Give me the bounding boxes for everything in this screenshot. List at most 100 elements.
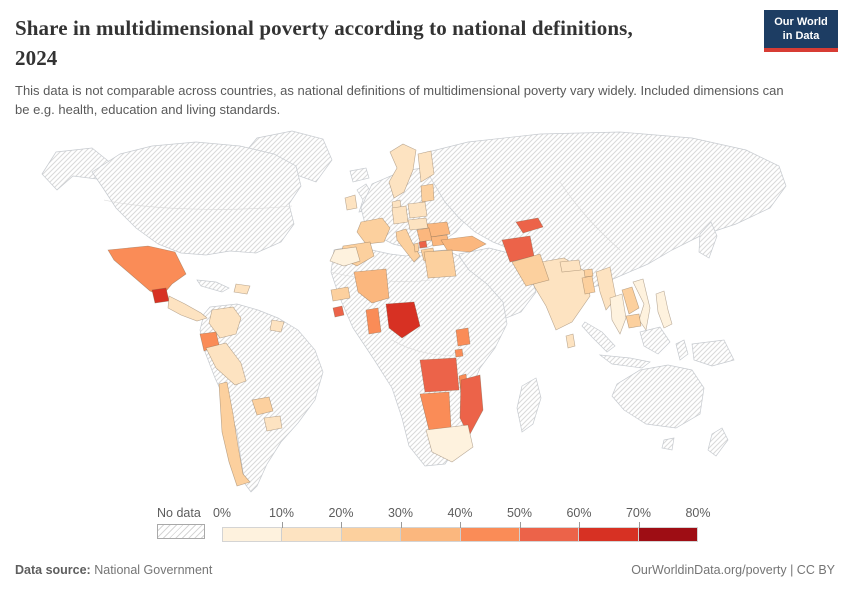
legend-color-bins[interactable] <box>222 526 698 542</box>
country-japan[interactable] <box>698 221 718 259</box>
title-line-1: Share in multidimensional poverty accord… <box>15 16 633 40</box>
country-nepal[interactable] <box>559 259 582 273</box>
data-source-value: National Government <box>94 562 213 577</box>
country-russia-asia-nodata[interactable] <box>419 131 787 293</box>
country-sri-lanka[interactable] <box>565 333 576 349</box>
country-dominican-republic[interactable] <box>233 283 251 295</box>
country-chile[interactable] <box>218 381 251 487</box>
world-map[interactable] <box>0 121 850 500</box>
chart-header: Share in multidimensional poverty accord… <box>0 0 850 120</box>
country-cambodia[interactable] <box>625 313 642 329</box>
country-colombia[interactable] <box>208 306 242 339</box>
legend-tick-mark <box>579 521 580 528</box>
country-italy[interactable] <box>395 228 421 263</box>
country-finland[interactable] <box>417 150 435 183</box>
country-new-zealand[interactable] <box>707 427 729 457</box>
country-turkey[interactable] <box>440 235 487 253</box>
legend-bin-0-10%[interactable] <box>223 527 282 541</box>
legend-tick-label: 40% <box>447 505 473 520</box>
no-data-swatch[interactable] <box>157 523 205 539</box>
country-bangladesh[interactable] <box>581 275 596 295</box>
legend-bin-30-40%[interactable] <box>400 527 460 541</box>
legend-tick-label: 20% <box>328 505 354 520</box>
legend-bin-20-30%[interactable] <box>340 527 401 541</box>
country-madagascar[interactable] <box>516 377 542 433</box>
country-central-america[interactable] <box>167 295 208 322</box>
country-senegal[interactable] <box>330 286 351 302</box>
legend-bin-60-70%[interactable] <box>578 527 638 541</box>
country-mexico[interactable] <box>107 245 187 297</box>
country-pakistan[interactable] <box>511 253 550 287</box>
data-source: Data source: National Government <box>15 563 212 577</box>
owid-logo[interactable]: Our World in Data <box>764 10 838 52</box>
country-nigeria[interactable] <box>385 301 421 339</box>
country-cuba[interactable] <box>196 279 230 293</box>
country-sumatra[interactable] <box>581 321 616 353</box>
country-kyrgyzstan[interactable] <box>515 217 544 234</box>
country-baltic-states[interactable] <box>420 183 435 203</box>
country-philippines[interactable] <box>655 290 673 329</box>
country-uganda[interactable] <box>455 327 471 347</box>
country-ireland[interactable] <box>344 194 358 211</box>
world-map-svg <box>0 121 850 500</box>
country-peru[interactable] <box>205 342 247 386</box>
country-sierra-leone[interactable] <box>332 305 345 318</box>
country-angola[interactable] <box>419 357 460 393</box>
legend-no-data[interactable]: No data <box>157 506 205 539</box>
legend-tick-label: 70% <box>625 505 652 520</box>
country-france[interactable] <box>356 217 391 245</box>
country-central-europe[interactable] <box>407 217 429 231</box>
country-australia[interactable] <box>611 364 705 429</box>
country-rwanda[interactable] <box>454 348 464 358</box>
country-mali[interactable] <box>353 268 390 304</box>
country-paraguay[interactable] <box>251 396 274 416</box>
country-thailand[interactable] <box>609 293 627 335</box>
country-sulawesi[interactable] <box>675 339 689 361</box>
legend-tick-mark <box>460 521 461 528</box>
chart-footer: Data source: National Government OurWorl… <box>0 563 850 577</box>
country-laos[interactable] <box>621 286 640 315</box>
country-south-africa[interactable] <box>425 424 474 463</box>
country-iceland[interactable] <box>349 167 370 183</box>
country-guatemala[interactable] <box>151 287 170 304</box>
country-new-guinea[interactable] <box>691 339 735 367</box>
legend-tick-label: 80% <box>685 505 711 520</box>
country-tasmania[interactable] <box>661 437 675 451</box>
country-uruguay[interactable] <box>263 415 283 432</box>
country-germany[interactable] <box>391 205 409 225</box>
country-vietnam[interactable] <box>632 278 651 331</box>
country-poland[interactable] <box>407 201 428 219</box>
chart-subtitle: This data is not comparable across count… <box>15 82 784 118</box>
country-bhutan[interactable] <box>583 268 594 278</box>
country-egypt[interactable] <box>423 249 457 279</box>
no-data-label: No data <box>157 505 201 520</box>
country-ghana[interactable] <box>365 307 382 335</box>
owid-url-license[interactable]: OurWorldinData.org/poverty | CC BY <box>631 562 835 577</box>
legend-tick-mark <box>281 521 283 528</box>
logo-line-1: Our World <box>774 16 828 28</box>
legend-tick-label: 30% <box>387 505 414 520</box>
country-norway-sweden[interactable] <box>388 143 417 199</box>
legend-tick-mark <box>638 521 640 528</box>
legend-tick-mark <box>341 521 342 528</box>
title-line-2: 2024 <box>15 46 58 71</box>
data-source-label: Data source: <box>15 562 91 577</box>
country-morocco[interactable] <box>329 246 361 267</box>
legend-tick-mark <box>400 521 402 528</box>
country-kosovo[interactable] <box>418 240 428 249</box>
logo-line-2: in Data <box>782 30 820 43</box>
country-canada-usa[interactable] <box>91 141 302 256</box>
country-serbia[interactable] <box>416 227 433 243</box>
legend-bin-10-20%[interactable] <box>281 527 341 541</box>
country-borneo[interactable] <box>639 326 671 355</box>
legend-bin-40-50%[interactable] <box>459 527 519 541</box>
country-java[interactable] <box>598 354 651 369</box>
legend-colorbar: 0% 10% 20% 30% 40% 50% 60% 70% 80% <box>213 505 711 542</box>
legend-bin-70-80%[interactable] <box>637 527 697 541</box>
country-albania[interactable] <box>413 242 420 253</box>
legend-tick-label: 60% <box>566 505 592 520</box>
legend-tick-label: 0% <box>212 505 232 520</box>
country-suriname[interactable] <box>269 319 285 333</box>
legend-bin-50-60%[interactable] <box>518 527 579 541</box>
country-mozambique[interactable] <box>459 374 484 437</box>
